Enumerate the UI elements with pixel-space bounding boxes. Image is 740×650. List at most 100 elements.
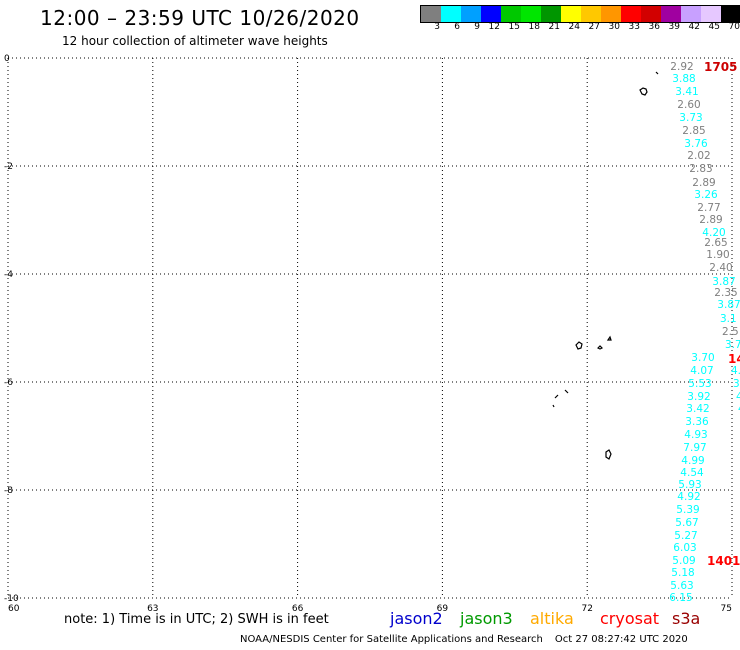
wave-height-value: 3	[733, 378, 740, 390]
wave-height-value: 4.20	[702, 227, 725, 239]
wave-height-value: 6.15	[669, 592, 692, 604]
time-label: 1401	[707, 554, 740, 568]
island-outline	[564, 389, 569, 394]
legend-swatch	[581, 6, 601, 22]
legend-swatch	[421, 6, 441, 22]
wave-height-value: 5.39	[676, 504, 699, 516]
wave-height-value: 5.93	[678, 479, 701, 491]
wave-height-value: 5.53	[688, 378, 711, 390]
x-tick-label: 72	[581, 604, 592, 614]
x-tick-label: 75	[721, 604, 732, 614]
legend-swatch	[721, 6, 740, 22]
footer: NOAA/NESDIS Center for Satellite Applica…	[240, 634, 688, 645]
wave-height-value: 7.97	[683, 442, 706, 454]
legend-swatch	[701, 6, 721, 22]
time-label: 1705	[704, 60, 737, 74]
island-outline	[639, 87, 648, 96]
wave-height-value: 4	[736, 391, 740, 403]
wave-height-value: 6.03	[673, 542, 696, 554]
legend-label: 36	[648, 22, 660, 32]
wave-height-value: 2.60	[677, 99, 700, 111]
legend-label: 21	[548, 22, 560, 32]
wave-height-value: 2.89	[699, 214, 722, 226]
wave-height-value: 3.87	[717, 299, 740, 311]
wave-height-value: 3.7	[725, 339, 740, 351]
y-tick-label: -4	[4, 270, 13, 280]
wave-height-value: 2.65	[704, 237, 727, 249]
wave-height-value: 4.	[731, 365, 740, 377]
wave-height-value: 3.70	[691, 352, 714, 364]
island-outline	[605, 449, 612, 460]
wave-height-value: 4.99	[681, 455, 704, 467]
wave-height-value: 2.77	[697, 202, 720, 214]
wave-height-value: 3.88	[672, 73, 695, 85]
satellite-jason3: jason3	[460, 609, 513, 628]
legend-label: 12	[488, 22, 500, 32]
legend-label: 70	[728, 22, 740, 32]
legend-label: 30	[608, 22, 620, 32]
satellite-cryosat: cryosat	[600, 609, 660, 628]
wave-height-value: 2.85	[682, 125, 705, 137]
wave-height-value: 2.02	[687, 150, 710, 162]
wave-height-value: 5.18	[671, 567, 694, 579]
wave-height-value: 5.09	[672, 555, 695, 567]
color-legend	[420, 5, 740, 23]
units-note: note: 1) Time is in UTC; 2) SWH is in fe…	[64, 612, 329, 627]
y-tick-labels: 0 -2 -4 -6 -8 -10	[4, 54, 19, 604]
island-outline	[554, 394, 559, 399]
x-tick-label: 66	[292, 604, 304, 614]
island-outline	[655, 71, 659, 75]
wave-height-value: 1.90	[706, 249, 729, 261]
island-outline	[575, 341, 583, 350]
legend-label: 39	[668, 22, 680, 32]
wave-height-value: 4	[738, 403, 740, 415]
wave-height-value: 2.40	[709, 262, 732, 274]
map-subtitle: 12 hour collection of altimeter wave hei…	[62, 34, 328, 48]
legend-label: 9	[474, 22, 480, 32]
wave-height-value: 4.07	[690, 365, 713, 377]
wave-height-value: 2.92	[670, 61, 693, 73]
satellite-altika: altika	[530, 609, 574, 628]
wave-height-value: 3.73	[679, 112, 702, 124]
legend-label: 27	[588, 22, 600, 32]
grid-lines	[7, 57, 733, 599]
island-outline	[606, 335, 612, 341]
legend-swatch	[681, 6, 701, 22]
wave-height-value: 3.92	[687, 391, 710, 403]
island-outline	[552, 404, 555, 408]
y-tick-label: 0	[4, 54, 10, 64]
island-shapes	[552, 71, 659, 460]
legend-label: 33	[628, 22, 640, 32]
x-tick-label: 60	[8, 604, 20, 614]
legend-swatch	[521, 6, 541, 22]
wave-height-value: 5.27	[674, 530, 697, 542]
x-tick-label: 69	[437, 604, 449, 614]
y-tick-label: -2	[4, 162, 13, 172]
legend-label: 3	[434, 22, 440, 32]
wave-height-value: 2.35	[714, 287, 737, 299]
wave-height-value: 4.54	[680, 467, 704, 479]
wave-height-value: 3.1	[720, 313, 737, 325]
wave-height-value: 2.83	[689, 163, 712, 175]
wave-height-value: 3.36	[685, 416, 709, 428]
legend-label: 15	[508, 22, 520, 32]
wave-height-value: 3.76	[684, 138, 708, 150]
wave-height-value: 2.5	[722, 326, 739, 338]
legend-swatch	[481, 6, 501, 22]
legend-swatch	[541, 6, 561, 22]
x-tick-labels: 60 63 66 69 72 75	[8, 604, 732, 614]
island-outline	[596, 345, 604, 350]
timestamp-text: Oct 27 08:27:42 UTC 2020	[554, 634, 688, 645]
wave-height-value: 3.87	[712, 276, 735, 288]
wave-height-value: 3.41	[675, 86, 698, 98]
wave-height-value: 5.63	[670, 580, 693, 592]
legend-swatch	[561, 6, 581, 22]
wave-height-value: 4.92	[677, 491, 700, 503]
legend-swatch	[621, 6, 641, 22]
map-title: 12:00 – 23:59 UTC 10/26/2020	[40, 6, 360, 30]
x-tick-label: 63	[147, 604, 158, 614]
legend-swatch	[641, 6, 661, 22]
time-label: 14	[728, 352, 740, 366]
